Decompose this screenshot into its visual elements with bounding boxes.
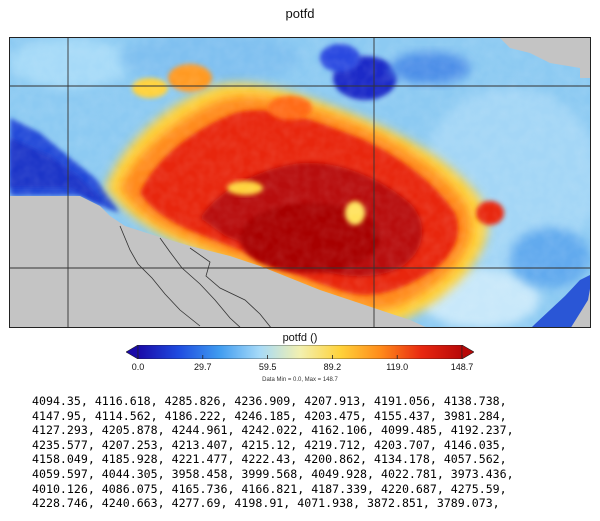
value-line: 4010.126, 4086.075, 4165.736, 4166.821, … [32,481,507,496]
county-outline-1 [119,225,201,327]
colorbar-tick-label: 119.0 [386,362,409,372]
colorbar-tick-label: 29.7 [194,362,212,372]
colorbar-title: potfd () [282,332,318,344]
map-plot-area [9,37,591,328]
colorbar-tick-labels: 0.0 29.7 59.5 89.2 119.0 148.7 [0,362,600,374]
county-outline-2 [159,237,241,327]
colorbar-tick-label: 89.2 [323,362,342,372]
colorbar-tick-label: 59.5 [258,362,277,372]
value-line: 4147.95, 4114.562, 4186.222, 4246.185, 4… [32,408,507,423]
text-output-values: 4094.35, 4116.618, 4285.826, 4236.909, 4… [32,394,598,511]
value-line: 4127.293, 4205.878, 4244.961, 4242.022, … [32,423,514,438]
colorbar-over-arrow [461,344,475,360]
value-line: 4235.577, 4207.253, 4213.407, 4215.12, 4… [32,437,507,452]
separator [0,388,600,389]
colorbar-tick-label: 148.7 [450,362,474,372]
colorbar-gradient [137,344,463,360]
colorbar [125,344,475,360]
masked-region-bottom-left [10,196,426,327]
ocean-bottom-right [532,275,590,327]
masked-region-top-right [500,38,590,78]
data-min-max: Data Min = 0.0, Max = 148.7 [262,377,338,383]
colorbar-svg [125,344,475,360]
value-line: 4228.746, 4240.663, 4277.69, 4198.91, 40… [32,496,500,511]
colorbar-tick-label: 0.0 [131,362,145,372]
plot-title: potfd [285,6,315,21]
value-line: 4158.049, 4185.928, 4221.477, 4222.43, 4… [32,452,507,467]
county-outline-3 [189,247,271,327]
value-line: 4094.35, 4116.618, 4285.826, 4236.909, 4… [32,394,507,408]
colorbar-under-arrow [125,344,139,360]
masked-region-bottom-right [571,289,590,327]
colorbar-ticks [137,355,463,359]
map-svg [10,38,590,327]
value-line: 4059.597, 4044.305, 3958.458, 3999.568, … [32,466,514,481]
